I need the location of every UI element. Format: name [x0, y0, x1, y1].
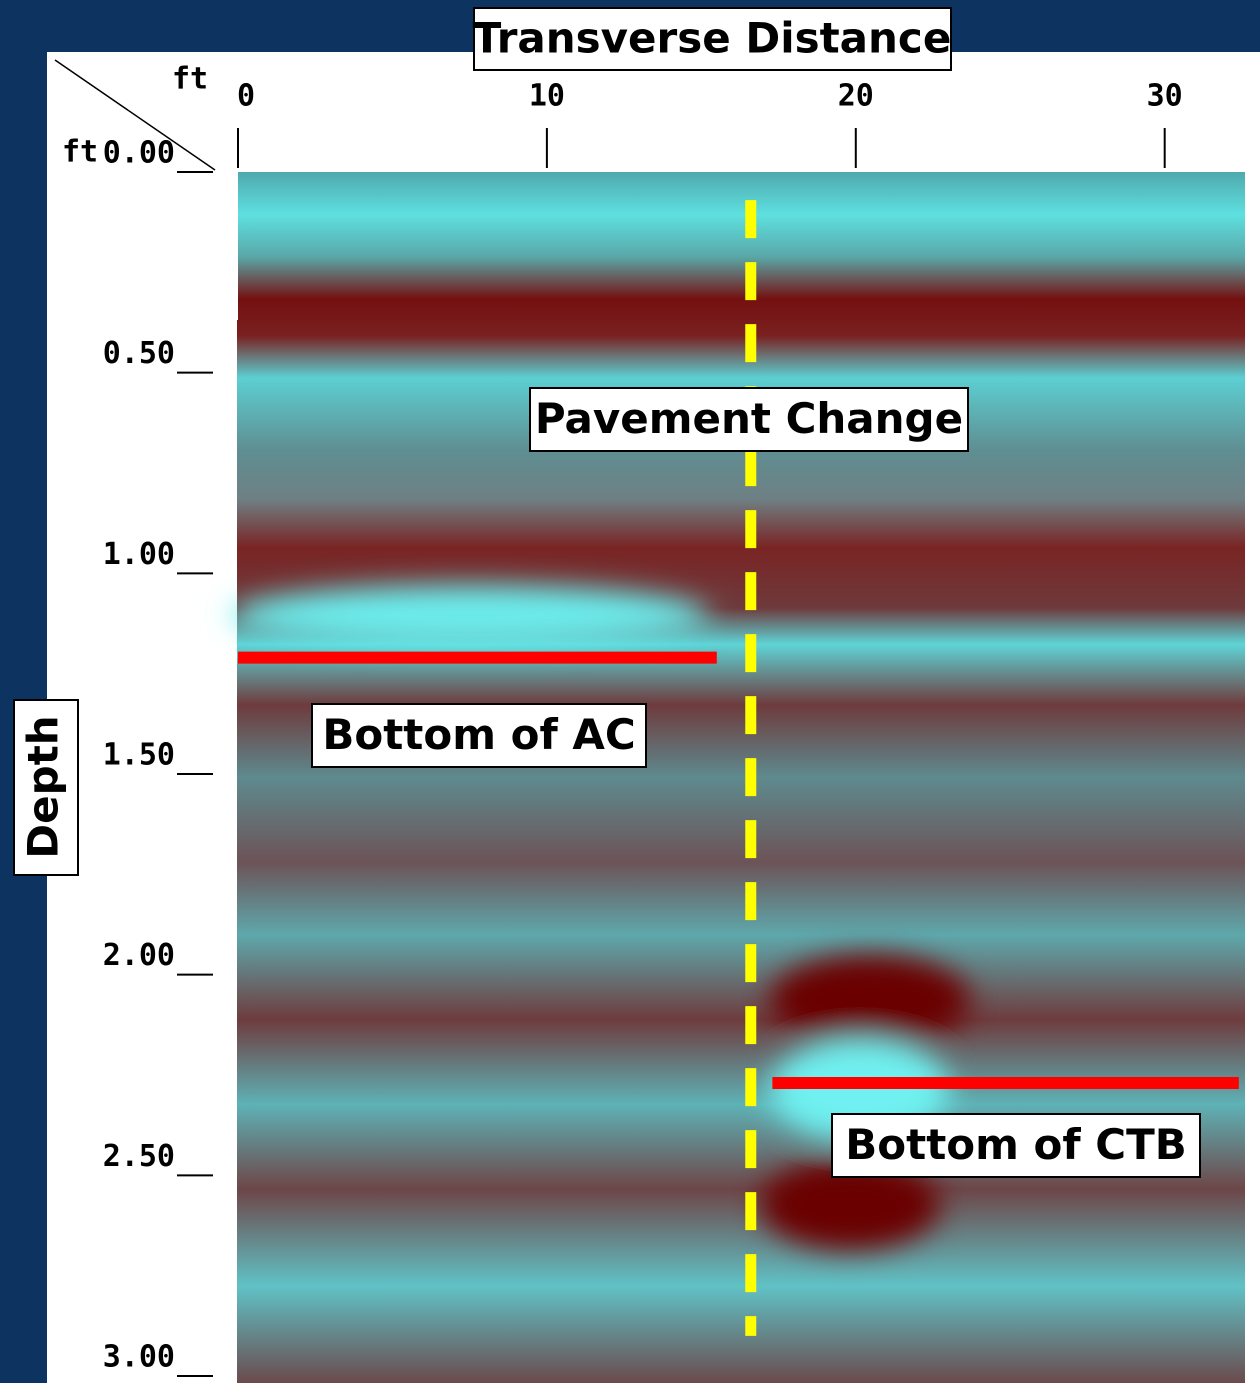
annotation-label: Bottom of AC	[322, 710, 635, 759]
radargram	[237, 172, 1245, 1383]
y-tick-label: 2.00	[103, 938, 175, 973]
y-tick-label: 3.00	[103, 1340, 175, 1375]
y-unit: ft	[62, 135, 98, 170]
axes: 0 10 20 30 0.00 0.50 1.00 1.50 2.00 2.50 3.00	[103, 79, 1183, 1377]
x-tick-label: 10	[529, 79, 565, 114]
y-axis-label: Depth	[19, 715, 68, 858]
annotation-label: Pavement Change	[535, 394, 963, 443]
annotation-label: Bottom of CTB	[845, 1120, 1187, 1169]
y-label-box	[13, 699, 79, 876]
x-tick-label: 0	[237, 79, 255, 114]
x-label-box	[473, 7, 952, 71]
y-tick-label: 0.00	[103, 136, 175, 171]
x-tick-label: 30	[1147, 79, 1183, 114]
x-axis-label: Transverse Distance	[473, 14, 952, 63]
y-tick-label: 2.50	[103, 1139, 175, 1174]
annotations: Pavement Change Bottom of AC Bottom of CTB	[238, 200, 1239, 1336]
annotation-box	[311, 703, 647, 768]
x-unit: ft	[172, 62, 208, 97]
x-tick-label: 20	[838, 79, 874, 114]
corner-diagonal	[54, 59, 216, 171]
annotation-box	[831, 1113, 1201, 1178]
annotation-box	[529, 387, 969, 452]
y-tick-label: 1.50	[103, 738, 175, 773]
y-tick-label: 1.00	[103, 537, 175, 572]
y-tick-label: 0.50	[103, 336, 175, 371]
